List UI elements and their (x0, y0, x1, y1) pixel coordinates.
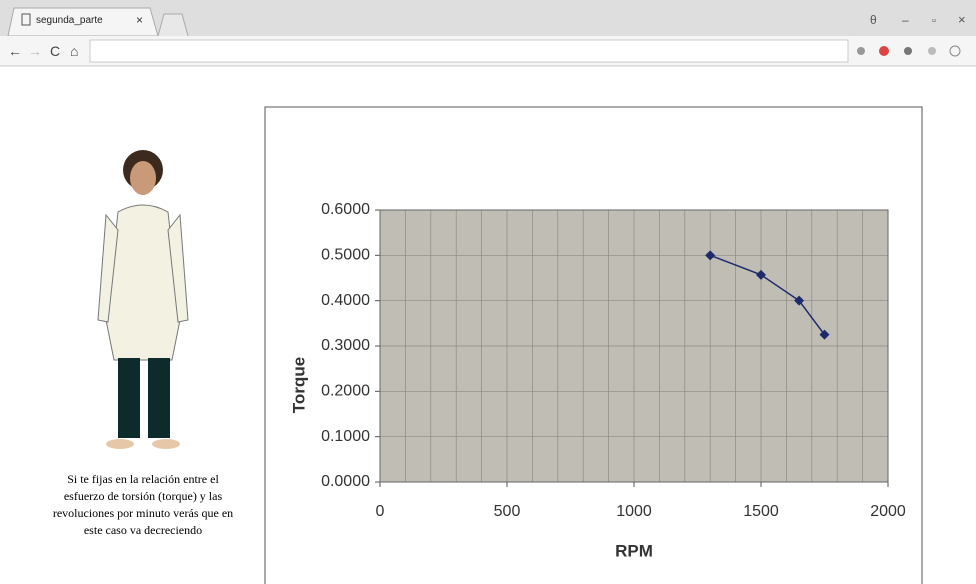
home[interactable]: ⌂ (70, 43, 78, 59)
tab-close[interactable]: × (136, 13, 143, 27)
data-point (819, 329, 830, 340)
x-tick-label: 2000 (870, 503, 906, 520)
y-tick-label: 0.6000 (321, 201, 370, 218)
y-tick-label: 0.5000 (321, 247, 370, 264)
maximize[interactable]: ▫ (932, 15, 936, 27)
ext-icon[interactable] (949, 45, 961, 57)
data-point (794, 295, 805, 306)
new-tab[interactable] (157, 13, 189, 37)
x-axis-label: RPM (615, 541, 653, 560)
x-tick-label: 1000 (616, 503, 652, 520)
y-tick-label: 0.2000 (321, 383, 370, 400)
close-window[interactable]: × (958, 12, 966, 27)
y-tick-label: 0.3000 (321, 337, 370, 354)
tab-icon (21, 13, 31, 26)
caption-line: Si te fijas en la relación entre el (67, 472, 219, 486)
tab-title[interactable]: segunda_parte (36, 15, 103, 26)
y-axis-label: Torque (289, 357, 308, 413)
data-point (705, 250, 716, 261)
ext-icon[interactable] (879, 46, 889, 56)
minimize[interactable]: – (902, 13, 909, 27)
x-tick-label: 1500 (743, 503, 779, 520)
reload[interactable]: C (50, 43, 60, 59)
ext-icon[interactable] (857, 47, 865, 55)
caption-line: revoluciones por minuto verás que en (53, 506, 233, 520)
y-tick-label: 0.0000 (321, 473, 370, 490)
address-bar[interactable] (89, 39, 849, 63)
y-tick-label: 0.4000 (321, 292, 370, 309)
y-tick-label: 0.1000 (321, 428, 370, 445)
back[interactable]: ← (8, 43, 22, 59)
plot-border (379, 209, 889, 483)
x-tick-label: 0 (376, 503, 385, 520)
ext-icon[interactable] (928, 47, 936, 55)
character (97, 150, 189, 449)
data-point (756, 269, 766, 280)
caption-line: este caso va decreciendo (84, 523, 202, 537)
caption-line: esfuerzo de torsión (torque) y las (64, 489, 223, 503)
profile[interactable]: θ (870, 13, 877, 27)
forward[interactable]: → (28, 43, 42, 59)
data-line (709, 254, 826, 336)
ext-icon[interactable] (904, 47, 912, 55)
x-tick-label: 500 (494, 503, 521, 520)
